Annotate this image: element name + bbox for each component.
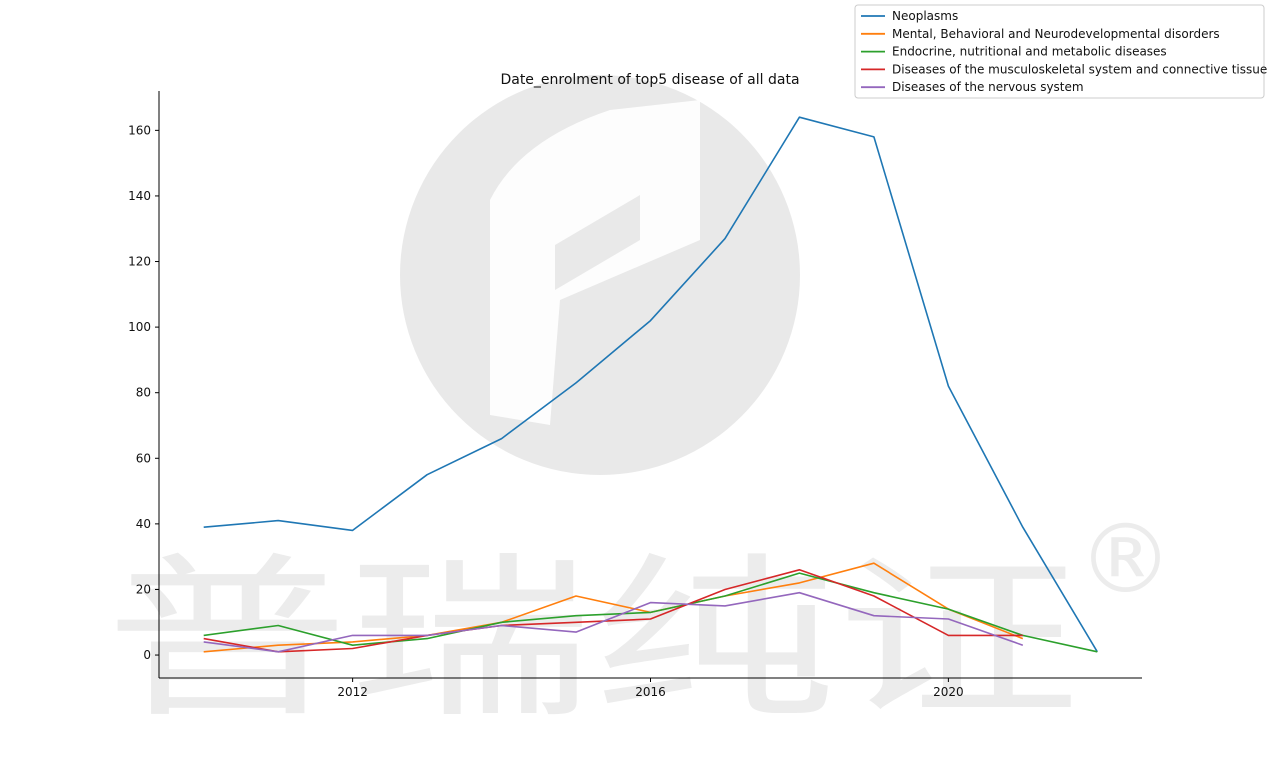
legend-box <box>854 4 1265 99</box>
y-tick-label: 60 <box>136 451 151 465</box>
series-lines <box>203 116 1098 653</box>
y-ticks: 0 20 40 60 80 100 120 140 160 <box>128 123 159 662</box>
y-tick-label: 20 <box>136 582 151 596</box>
watermark-text: 普瑞纯证 <box>105 539 1080 742</box>
watermark-logo: 普瑞纯证 ® <box>105 75 1173 742</box>
series-line-neoplasms <box>203 116 1098 653</box>
legend: Neoplasms Mental, Behavioral and Neurodev… <box>854 4 1267 99</box>
y-tick-label: 80 <box>136 386 151 400</box>
series-line-endocrine-nutritional-and-metabolic-diseases <box>203 572 1098 653</box>
x-tick-label: 2020 <box>933 685 964 699</box>
y-tick-label: 100 <box>128 320 151 334</box>
series-line-diseases-of-the-nervous-system <box>203 591 1024 653</box>
x-tick-label: 2016 <box>635 685 666 699</box>
watermark-registered-symbol: ® <box>1078 505 1173 615</box>
legend-label: Mental, Behavioral and Neurodevelopmenta… <box>892 27 1220 41</box>
y-tick-label: 120 <box>128 255 151 269</box>
y-tick-label: 0 <box>143 648 151 662</box>
legend-label: Diseases of the musculoskeletal system a… <box>892 62 1267 76</box>
y-tick-label: 140 <box>128 189 151 203</box>
x-ticks: 2012 2016 2020 <box>337 678 964 699</box>
legend-label: Diseases of the nervous system <box>892 80 1084 94</box>
legend-label: Neoplasms <box>892 9 958 23</box>
chart-title: Date_enrolment of top5 disease of all da… <box>500 72 799 88</box>
series-line-diseases-of-the-musculoskeletal-system-and-connective-tissue <box>203 568 1023 653</box>
y-tick-label: 160 <box>128 123 151 137</box>
x-tick-label: 2012 <box>337 685 368 699</box>
y-tick-label: 40 <box>136 517 151 531</box>
legend-label: Endocrine, nutritional and metabolic dis… <box>892 45 1167 59</box>
